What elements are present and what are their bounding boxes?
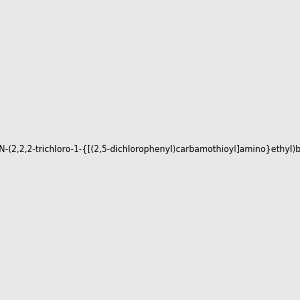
Text: 3-methyl-N-(2,2,2-trichloro-1-{[(2,5-dichlorophenyl)carbamothioyl]amino}ethyl)be: 3-methyl-N-(2,2,2-trichloro-1-{[(2,5-dic…: [0, 146, 300, 154]
